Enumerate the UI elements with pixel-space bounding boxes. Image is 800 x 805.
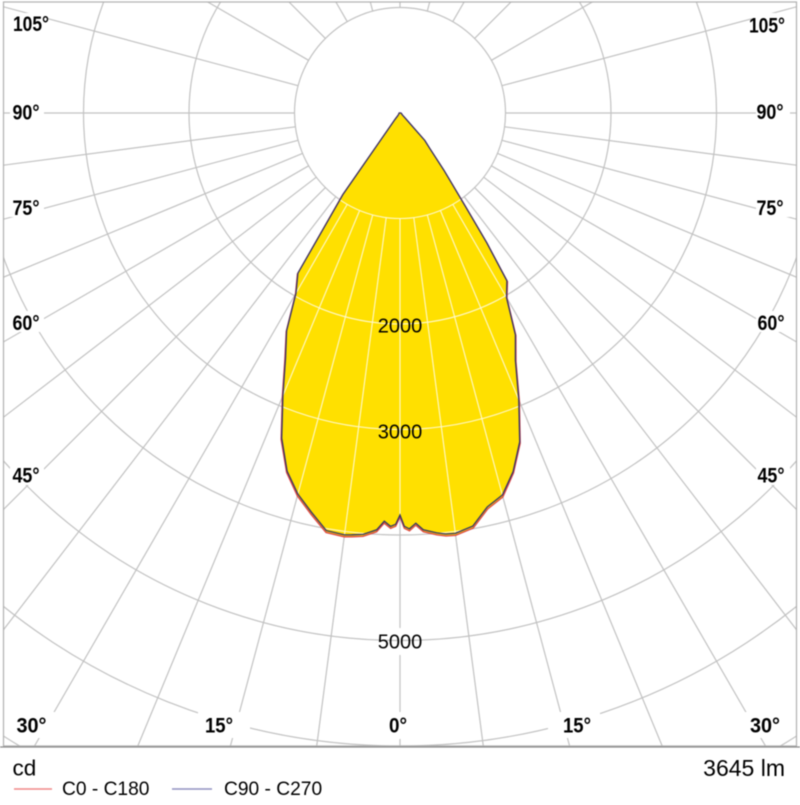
svg-text:75°: 75° <box>757 197 784 220</box>
svg-text:45°: 45° <box>758 464 785 487</box>
svg-text:C90 - C270: C90 - C270 <box>224 779 322 800</box>
svg-text:105°: 105° <box>13 13 49 36</box>
svg-text:cd: cd <box>13 756 37 781</box>
svg-text:45°: 45° <box>13 464 40 487</box>
svg-text:5000: 5000 <box>378 632 423 654</box>
svg-text:60°: 60° <box>13 312 40 335</box>
svg-text:90°: 90° <box>757 101 784 124</box>
svg-text:60°: 60° <box>758 312 785 335</box>
svg-text:15°: 15° <box>205 715 233 738</box>
svg-text:30°: 30° <box>17 715 47 738</box>
svg-text:105°: 105° <box>749 15 785 38</box>
svg-text:C0 - C180: C0 - C180 <box>62 779 149 800</box>
svg-text:30°: 30° <box>750 715 780 738</box>
svg-text:15°: 15° <box>563 715 591 738</box>
svg-text:90°: 90° <box>13 102 40 125</box>
svg-text:3645 lm: 3645 lm <box>703 755 785 781</box>
svg-text:2000: 2000 <box>378 316 423 338</box>
svg-text:0°: 0° <box>389 715 407 738</box>
svg-text:3000: 3000 <box>378 422 423 444</box>
svg-text:75°: 75° <box>13 197 40 220</box>
